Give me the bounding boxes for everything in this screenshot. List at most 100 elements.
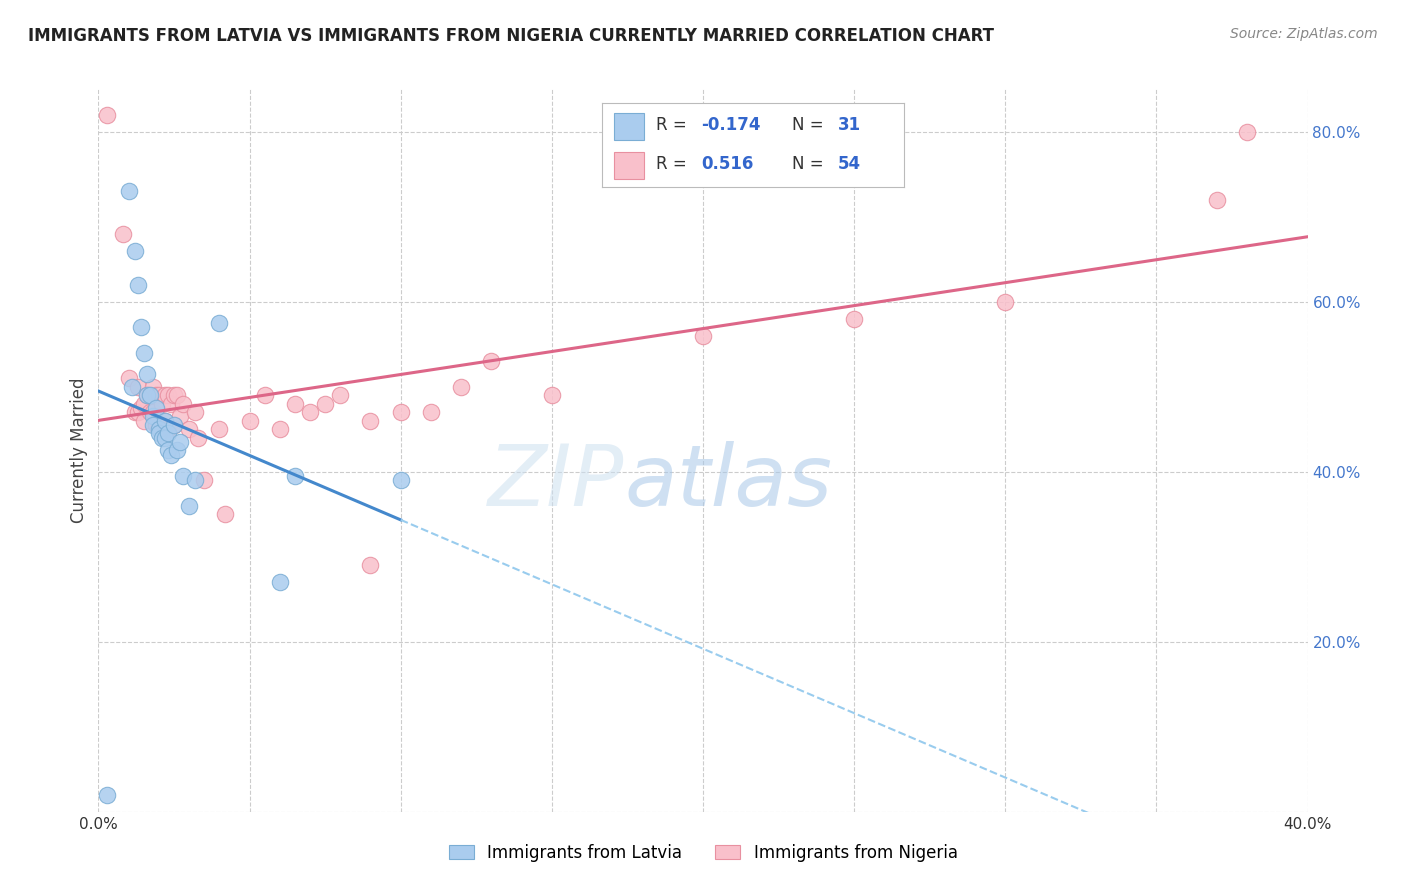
Point [239, 414, 262, 428]
Point [208, 316, 231, 330]
Text: R =: R = [657, 117, 692, 135]
Text: ZIP: ZIP [488, 442, 624, 524]
Point [132, 397, 155, 411]
Point [299, 405, 322, 419]
Bar [614, 112, 644, 140]
Point [169, 434, 191, 449]
Point [284, 397, 307, 411]
Point [96, 108, 118, 122]
Point [129, 320, 152, 334]
Point [153, 431, 176, 445]
Text: atlas: atlas [624, 442, 832, 524]
Point [142, 409, 165, 424]
Point [166, 388, 188, 402]
Point [156, 422, 179, 436]
Point [389, 405, 412, 419]
Point [148, 388, 170, 402]
Point [96, 788, 118, 802]
Point [163, 388, 186, 402]
Point [148, 426, 170, 441]
Point [148, 422, 170, 436]
Point [127, 405, 149, 419]
Point [145, 388, 167, 402]
Point [184, 405, 207, 419]
Text: 54: 54 [838, 155, 860, 173]
Point [179, 422, 201, 436]
Point [139, 388, 162, 402]
Point [142, 405, 165, 419]
Point [540, 388, 562, 402]
Point [360, 414, 382, 428]
Point [132, 414, 155, 428]
Point [145, 401, 167, 415]
Point [150, 431, 173, 445]
Point [1206, 193, 1229, 207]
Point [124, 405, 146, 419]
Point [360, 558, 382, 573]
Text: Source: ZipAtlas.com: Source: ZipAtlas.com [1230, 27, 1378, 41]
Point [153, 414, 176, 428]
Point [139, 388, 162, 402]
Point [163, 417, 186, 432]
Point [132, 345, 155, 359]
Point [160, 397, 183, 411]
Point [142, 417, 165, 432]
Point [142, 380, 165, 394]
Point [135, 388, 157, 402]
Point [450, 380, 472, 394]
Point [314, 397, 336, 411]
Point [253, 388, 276, 402]
Point [389, 473, 412, 487]
Point [156, 443, 179, 458]
Point [284, 469, 307, 483]
Point [844, 311, 866, 326]
Point [145, 417, 167, 432]
Text: 0.516: 0.516 [702, 155, 754, 173]
Point [329, 388, 352, 402]
Point [994, 294, 1017, 309]
Point [139, 405, 162, 419]
Point [169, 409, 191, 424]
Point [1236, 125, 1258, 139]
Point [172, 469, 194, 483]
Point [127, 380, 149, 394]
Point [481, 354, 503, 368]
Point [127, 277, 149, 292]
Legend: Immigrants from Latvia, Immigrants from Nigeria: Immigrants from Latvia, Immigrants from … [441, 837, 965, 869]
Point [160, 448, 183, 462]
Point [153, 388, 176, 402]
Point [156, 426, 179, 441]
Point [135, 388, 157, 402]
Point [184, 473, 207, 487]
Bar [614, 152, 644, 178]
Point [269, 575, 291, 590]
Point [135, 367, 157, 381]
Text: IMMIGRANTS FROM LATVIA VS IMMIGRANTS FROM NIGERIA CURRENTLY MARRIED CORRELATION : IMMIGRANTS FROM LATVIA VS IMMIGRANTS FRO… [28, 27, 994, 45]
Point [153, 414, 176, 428]
Point [193, 473, 215, 487]
Point [148, 417, 170, 432]
Text: -0.174: -0.174 [702, 117, 761, 135]
Point [269, 422, 291, 436]
Text: R =: R = [657, 155, 692, 173]
Point [124, 244, 146, 258]
Point [208, 422, 231, 436]
Point [179, 499, 201, 513]
Point [111, 227, 134, 241]
Point [150, 397, 173, 411]
Point [129, 401, 152, 415]
Point [163, 417, 186, 432]
Point [166, 443, 188, 458]
Point [121, 380, 143, 394]
Point [118, 184, 141, 198]
Text: N =: N = [792, 117, 830, 135]
Text: N =: N = [792, 155, 830, 173]
Point [214, 507, 236, 521]
Point [187, 431, 209, 445]
Point [420, 405, 443, 419]
Point [118, 371, 141, 385]
Point [692, 328, 714, 343]
Text: 31: 31 [838, 117, 860, 135]
Point [156, 388, 179, 402]
Point [172, 397, 194, 411]
